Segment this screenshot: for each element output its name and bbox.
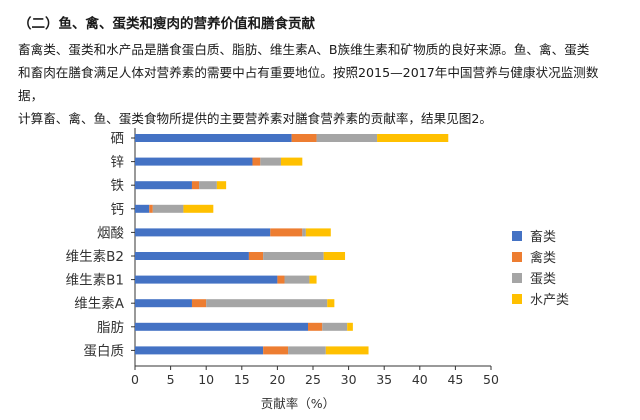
x-tick-label: 0 xyxy=(131,372,139,387)
legend-swatch-禽类 xyxy=(512,252,522,262)
bar-segment-钙-畜类 xyxy=(135,204,150,213)
paragraph-line-1: 畜禽类、蛋类和水产品是膳食蛋白质、脂肪、维生素A、B族维生素和矿物质的良好来源。… xyxy=(18,42,590,57)
bar-segment-维生素B1-水产类 xyxy=(309,275,317,284)
category-label: 硒 xyxy=(111,131,125,147)
bar-segment-锌-蛋类 xyxy=(260,157,281,166)
bar-segment-维生素B1-蛋类 xyxy=(284,275,310,284)
legend-label-水产类: 水产类 xyxy=(530,293,569,308)
category-label: 维生素B1 xyxy=(66,273,124,289)
bar-segment-烟酸-水产类 xyxy=(305,228,331,237)
bar-segment-维生素A-蛋类 xyxy=(206,299,328,308)
category-label: 脂肪 xyxy=(97,320,124,336)
bar-segment-锌-水产类 xyxy=(280,157,303,166)
category-label: 铁 xyxy=(111,178,125,194)
x-tick-label: 20 xyxy=(269,372,285,387)
bar-segment-铁-禽类 xyxy=(191,181,200,190)
bar-segment-脂肪-禽类 xyxy=(308,322,323,331)
bar-segment-硒-禽类 xyxy=(291,134,317,142)
x-tick-label: 15 xyxy=(234,372,250,387)
intro-paragraph: 畜禽类、蛋类和水产品是膳食蛋白质、脂肪、维生素A、B族维生素和矿物质的良好来源。… xyxy=(18,38,622,130)
bar-segment-铁-蛋类 xyxy=(199,181,217,190)
bar-segment-维生素A-禽类 xyxy=(191,299,207,308)
paragraph-line-3: 计算畜、禽、鱼、蛋类食物所提供的主要营养素对膳食营养素的贡献率，结果见图2。 xyxy=(18,111,492,126)
section-heading: （二）鱼、禽、蛋类和瘦肉的营养价值和膳食贡献 xyxy=(18,16,315,32)
bar-segment-维生素B2-水产类 xyxy=(323,252,346,260)
category-label: 蛋白质 xyxy=(84,343,125,359)
bar-segment-蛋白质-禽类 xyxy=(263,346,289,355)
category-label: 维生素B2 xyxy=(66,249,124,265)
x-tick-label: 5 xyxy=(167,372,175,387)
bar-segment-维生素B2-禽类 xyxy=(248,252,264,260)
legend-label-禽类: 禽类 xyxy=(530,250,556,266)
x-tick-label: 35 xyxy=(376,372,392,387)
x-axis-title: 贡献率（%） xyxy=(261,396,335,411)
bar-segment-钙-水产类 xyxy=(183,204,214,213)
bar-segment-锌-畜类 xyxy=(135,157,253,166)
x-tick-label: 40 xyxy=(412,372,428,387)
bar-segment-维生素B2-畜类 xyxy=(135,252,249,260)
bar-segment-锌-禽类 xyxy=(252,157,261,166)
paragraph-line-2: 和畜肉在膳食满足人体对营养素的需要中占有重要地位。按照2015—2017年中国营… xyxy=(18,65,599,103)
bar-segment-烟酸-禽类 xyxy=(270,228,303,237)
bar-segment-烟酸-蛋类 xyxy=(302,228,306,237)
legend-label-蛋类: 蛋类 xyxy=(530,272,556,287)
bar-segment-硒-畜类 xyxy=(135,134,292,142)
x-tick-label: 50 xyxy=(483,372,499,387)
bar-segment-蛋白质-蛋类 xyxy=(288,346,326,355)
x-tick-label: 25 xyxy=(305,372,321,387)
bar-segment-维生素B1-畜类 xyxy=(135,275,278,284)
category-label: 烟酸 xyxy=(97,225,124,241)
category-label: 钙 xyxy=(111,202,125,218)
legend-label-畜类: 畜类 xyxy=(530,229,556,245)
bar-segment-蛋白质-畜类 xyxy=(135,346,264,355)
bar-segment-脂肪-畜类 xyxy=(135,322,309,331)
x-tick-label: 10 xyxy=(198,372,214,387)
legend-swatch-水产类 xyxy=(512,294,522,304)
category-label: 锌 xyxy=(111,155,125,171)
bar-segment-硒-水产类 xyxy=(377,134,449,142)
bar-segment-铁-畜类 xyxy=(135,181,192,190)
x-tick-label: 45 xyxy=(447,372,463,387)
legend-swatch-畜类 xyxy=(512,231,522,241)
bar-segment-钙-蛋类 xyxy=(152,204,184,213)
bar-segment-维生素A-水产类 xyxy=(327,299,335,308)
bar-segment-脂肪-蛋类 xyxy=(322,322,348,331)
category-label: 维生素A xyxy=(74,296,124,312)
bar-segment-脂肪-水产类 xyxy=(347,322,353,331)
x-tick-label: 30 xyxy=(341,372,357,387)
bar-segment-烟酸-畜类 xyxy=(135,228,271,237)
bar-segment-铁-水产类 xyxy=(216,181,227,190)
bar-segment-硒-蛋类 xyxy=(316,134,378,142)
bar-segment-蛋白质-水产类 xyxy=(325,346,369,355)
bar-segment-钙-禽类 xyxy=(149,204,153,213)
bar-segment-维生素B2-蛋类 xyxy=(263,252,324,260)
legend-swatch-蛋类 xyxy=(512,273,522,283)
bar-segment-维生素A-畜类 xyxy=(135,299,192,308)
bar-segment-维生素B1-禽类 xyxy=(277,275,285,284)
